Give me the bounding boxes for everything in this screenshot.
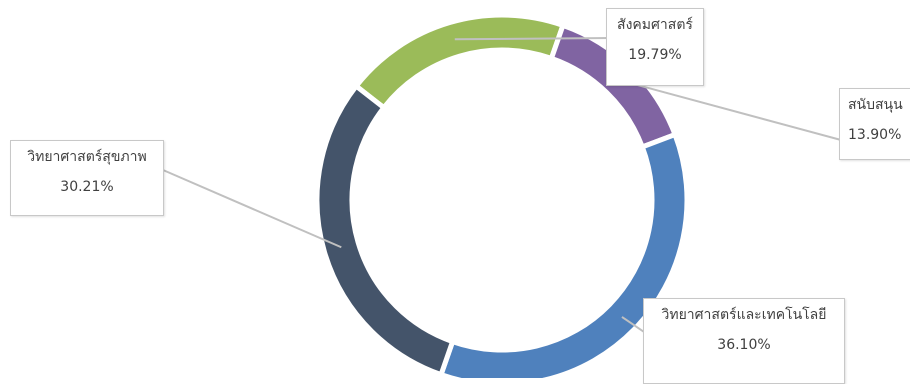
leader-line-social-sciences <box>454 37 613 41</box>
data-label-category: สนับสนุน <box>848 97 903 113</box>
data-label-support: สนับสนุน 13.90% <box>839 88 910 160</box>
leader-line-health-sciences <box>162 169 342 249</box>
slice-social-sciences <box>352 12 567 112</box>
data-label-value: 13.90% <box>848 127 902 143</box>
data-label-category: วิทยาศาสตร์สุขภาพ <box>27 149 147 165</box>
data-label-value: 30.21% <box>60 179 114 195</box>
data-label-science-technology: วิทยาศาสตร์และเทคโนโลยี 36.10% <box>643 298 845 384</box>
data-label-social-sciences: สังคมศาสตร์ 19.79% <box>606 8 704 86</box>
data-label-category: วิทยาศาสตร์และเทคโนโลยี <box>661 307 827 323</box>
leader-line-support <box>618 79 842 141</box>
slice-health-sciences <box>314 82 456 378</box>
data-label-health-sciences: วิทยาศาสตร์สุขภาพ 30.21% <box>10 140 164 216</box>
data-label-category: สังคมศาสตร์ <box>617 17 693 33</box>
data-label-value: 36.10% <box>717 337 771 353</box>
data-label-value: 19.79% <box>628 47 682 63</box>
